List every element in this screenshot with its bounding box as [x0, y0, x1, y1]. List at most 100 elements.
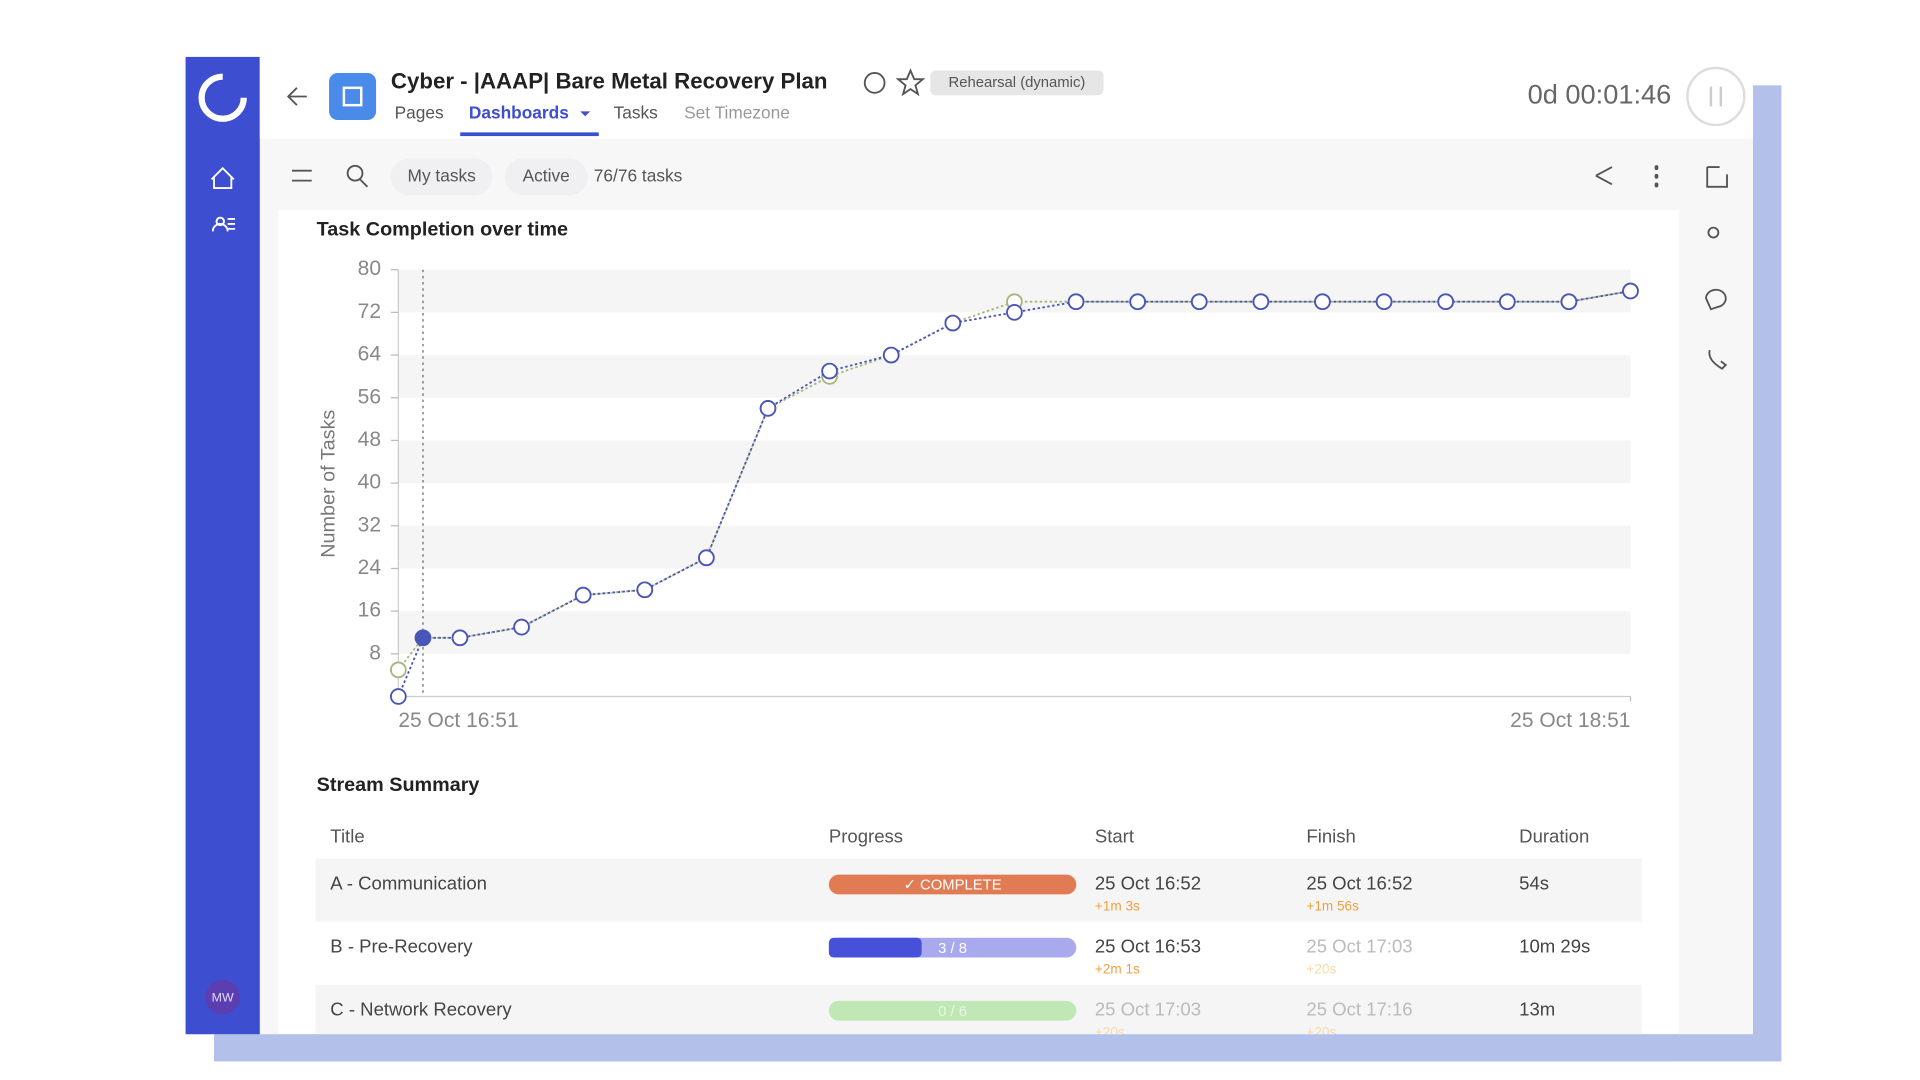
x-tick-label: 25 Oct 16:51: [398, 709, 518, 732]
finish-time: 25 Oct 17:03: [1306, 936, 1412, 957]
tab[interactable]: Pages: [395, 102, 444, 122]
tab[interactable]: Tasks: [614, 102, 659, 122]
y-tick-label: 16: [358, 599, 381, 622]
search-icon[interactable]: [346, 164, 364, 182]
filter-icon[interactable]: [291, 169, 312, 182]
chart-title: Task Completion over time: [317, 218, 568, 240]
data-point: [390, 688, 407, 705]
start-time: 25 Oct 16:53: [1095, 936, 1201, 957]
start-time: 25 Oct 16:52: [1095, 872, 1201, 893]
data-point: [1129, 293, 1146, 311]
finish-offset: +20s: [1306, 961, 1336, 976]
data-point: [821, 362, 838, 380]
y-tick-label: 48: [358, 428, 381, 451]
start-offset: +2m 1s: [1095, 961, 1140, 976]
y-tick-label: 72: [358, 300, 381, 323]
back-button[interactable]: [286, 87, 307, 106]
users-icon[interactable]: [211, 216, 236, 232]
pause-button[interactable]: [1686, 66, 1746, 127]
finish-offset: +1m 56s: [1306, 898, 1359, 913]
timer: 0d 00:01:46: [1528, 79, 1672, 110]
column-header: Title: [330, 825, 364, 846]
window-bottom-mask: [278, 1034, 1679, 1062]
duration: 13m: [1519, 999, 1555, 1020]
start-offset: +1m 3s: [1095, 898, 1140, 913]
filter-chip[interactable]: [504, 158, 588, 196]
duration: 54s: [1519, 872, 1549, 893]
finish-time: 25 Oct 16:52: [1306, 872, 1412, 893]
home-icon[interactable]: [210, 166, 235, 189]
edit-icon[interactable]: [1706, 166, 1728, 188]
avatar[interactable]: [205, 979, 240, 1015]
x-tick-label: 25 Oct 18:51: [1510, 709, 1630, 732]
data-point: [1252, 293, 1270, 311]
data-point: [759, 400, 777, 417]
grid-band: [398, 525, 1631, 569]
sidebar: [185, 56, 260, 1035]
y-tick-label: 24: [358, 556, 382, 579]
y-tick-label: 80: [358, 257, 381, 280]
logo[interactable]: [198, 73, 247, 122]
data-point: [451, 629, 469, 647]
avatar-text: MW: [212, 991, 234, 1005]
tab-underline: [460, 132, 599, 137]
data-point: [390, 661, 407, 679]
tab-caret: [580, 111, 591, 117]
finish-time: 25 Oct 17:16: [1306, 999, 1412, 1020]
settings-icon[interactable]: [863, 72, 886, 94]
data-point: [1067, 293, 1085, 311]
data-point: [1437, 293, 1455, 311]
tab[interactable]: Set Timezone: [684, 102, 790, 122]
series-line: [397, 290, 1631, 671]
badge-text: Rehearsal (dynamic): [949, 75, 1086, 91]
table-title: Stream Summary: [317, 774, 480, 796]
tab[interactable]: Dashboards: [469, 102, 569, 122]
plan-title: Cyber - |AAAP| Bare Metal Recovery Plan: [391, 69, 828, 94]
data-point: [1622, 282, 1639, 300]
data-point: [1006, 304, 1023, 321]
chat-icon[interactable]: [1705, 288, 1727, 311]
grid-band: [398, 355, 1631, 398]
search-handle: [359, 178, 369, 188]
progress-label: ✓ COMPLETE: [904, 878, 1002, 894]
column-header: Finish: [1306, 825, 1355, 846]
task-count: 76/76 tasks: [594, 165, 683, 185]
progress-track: [828, 874, 1077, 895]
y-axis-label: Number of Tasks: [317, 410, 339, 558]
data-point: [1190, 293, 1208, 311]
filter-chip[interactable]: [390, 158, 493, 196]
series-line: [397, 290, 1631, 697]
data-point: [1375, 293, 1393, 311]
plan-icon-glyph: [342, 86, 363, 107]
plan-icon: [329, 72, 377, 120]
start-time: 25 Oct 17:03: [1095, 999, 1201, 1020]
row-title[interactable]: A - Communication: [330, 872, 487, 893]
data-point: [574, 586, 592, 604]
people-icon[interactable]: [1707, 226, 1720, 239]
column-header: Duration: [1519, 825, 1589, 846]
progress-fill: [828, 937, 922, 958]
filter-chip-label: My tasks: [408, 165, 477, 185]
column-header: Start: [1095, 825, 1135, 846]
data-point: [1314, 293, 1331, 311]
grid-band: [398, 611, 1631, 654]
row-title[interactable]: B - Pre-Recovery: [330, 936, 473, 957]
progress-label: 0 / 6: [938, 1004, 967, 1020]
data-point: [636, 581, 654, 599]
grid-band: [398, 440, 1631, 484]
y-tick-label: 64: [358, 343, 382, 366]
y-tick-label: 56: [358, 385, 381, 408]
duration: 10m 29s: [1519, 936, 1590, 957]
star-icon[interactable]: [895, 68, 926, 97]
phone-icon[interactable]: [1708, 349, 1728, 370]
share-icon[interactable]: [1595, 166, 1613, 186]
y-tick-label: 8: [369, 641, 381, 664]
data-point: [1560, 293, 1578, 311]
data-point: [513, 618, 530, 636]
row-title[interactable]: C - Network Recovery: [330, 999, 512, 1020]
y-tick-label: 32: [358, 513, 381, 536]
pause-glyph: [1709, 86, 1723, 107]
y-tick-label: 40: [358, 471, 381, 494]
